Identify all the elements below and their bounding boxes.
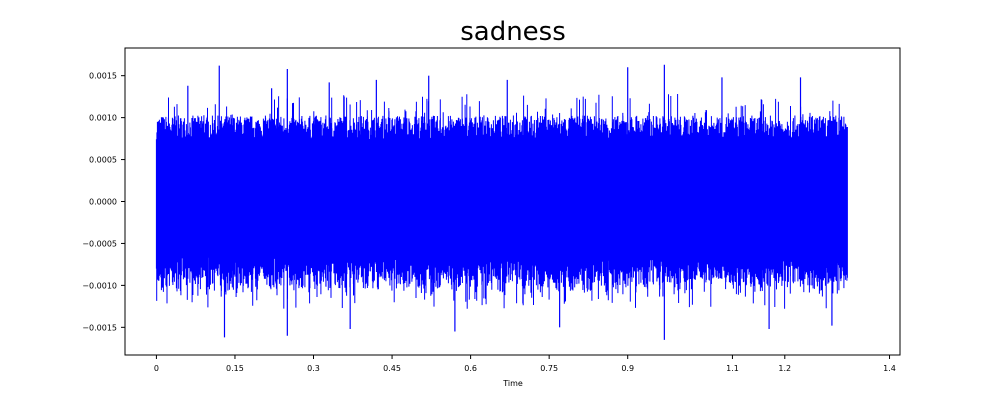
x-tick-label: 0.9 [621,364,634,373]
x-tick-label: 0.75 [540,364,558,373]
y-tick-label: −0.0015 [82,323,117,332]
waveform-series [155,94,848,309]
x-tick-label: 1.4 [883,364,896,373]
x-tick-label: 1.2 [778,364,791,373]
y-tick-label: 0.0010 [89,114,117,123]
y-tick-label: 0.0005 [89,156,117,165]
y-tick-label: −0.0010 [82,281,117,290]
x-tick-label: 0 [154,364,159,373]
x-tick-label: 0.3 [307,364,320,373]
y-tick-label: 0.0015 [89,72,117,81]
chart-title: sadness [460,17,566,47]
x-tick-label: 1.1 [726,364,739,373]
x-tick-label: 0.6 [464,364,477,373]
x-axis-label: Time [502,379,523,388]
y-axis-ticks: −0.0015 −0.0010 −0.0005 0.0000 0.0005 0.0010 0… [82,72,125,332]
x-axis-ticks: 0 0.15 0.3 0.45 0.6 0.75 0.9 1.1 1.2 1.4 [154,355,896,373]
x-tick-label: 0.45 [383,364,401,373]
y-tick-label: −0.0005 [82,239,117,248]
y-tick-label: 0.0000 [89,198,117,207]
x-tick-label: 0.15 [226,364,244,373]
